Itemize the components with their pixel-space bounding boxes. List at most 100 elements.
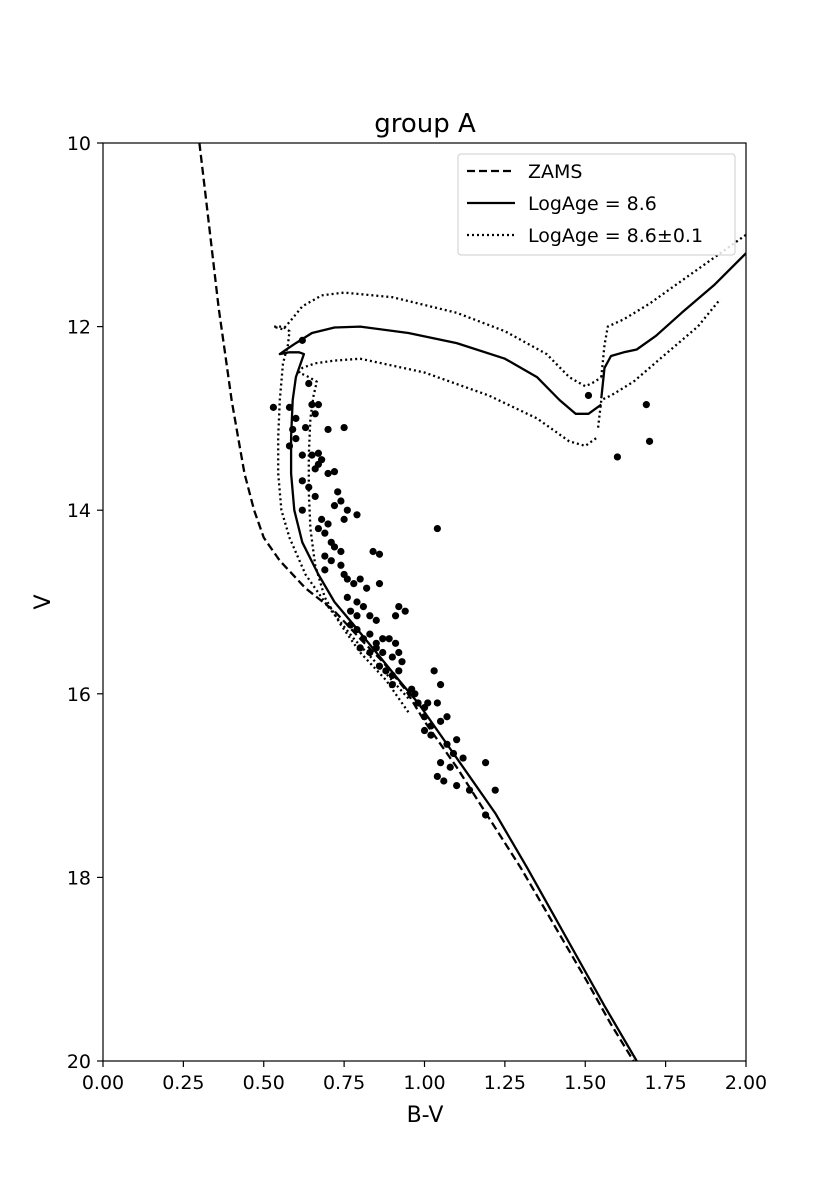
star-point [388,681,396,689]
star-point [318,515,326,523]
star-point [427,731,435,739]
y-tick-label: 18 [67,867,91,889]
star-point [353,612,361,620]
y-tick-label: 20 [67,1051,91,1073]
star-point [388,671,396,680]
star-point [366,630,374,638]
star-point [465,786,474,794]
star-point [298,451,306,459]
star-point [449,749,458,758]
star-point [343,593,351,602]
star-point [414,699,422,707]
star-point [369,547,377,556]
star-point [584,391,593,400]
x-tick-label: 0.25 [162,1072,204,1094]
x-tick-label: 2.00 [725,1072,767,1094]
x-tick-label: 1.75 [644,1072,686,1094]
star-point [375,550,384,558]
star-point [346,621,355,629]
series-logage-8-6-0-1-older-main-sequence [297,357,599,713]
star-point [314,449,323,457]
star-point [311,410,319,418]
star-point [305,379,313,388]
x-axis: 0.00 0.25 0.50 0.75 1.00 1.25 1.50 1.75 2.00 [82,1061,767,1094]
star-point [340,423,348,432]
star-point [340,515,348,523]
marker-layer [269,336,654,819]
star-point [353,511,361,519]
star-point [346,607,355,615]
star-point [321,566,329,574]
star-point [436,759,445,767]
star-point [321,529,329,537]
star-point [337,561,345,569]
star-point [379,635,387,643]
star-point [356,575,364,583]
star-point [324,520,332,528]
star-point [324,425,332,434]
y-axis: 10 12 14 16 18 20 [67,133,103,1073]
star-point [459,754,467,762]
star-point [366,612,374,620]
star-point [356,644,364,652]
star-point [411,690,419,698]
star-point [372,616,380,624]
x-tick-label: 1.00 [403,1072,445,1094]
star-point [436,717,445,725]
star-point [269,403,277,411]
star-point [298,336,306,344]
star-point [324,469,332,478]
star-point [366,648,374,657]
y-tick-label: 16 [67,684,91,706]
x-axis-label: B-V [407,1103,444,1128]
star-point [285,403,294,411]
star-point [289,425,297,434]
series-logage-8-6-0-1-younger-giant-branch [600,233,746,378]
star-point [645,437,654,445]
star-point [285,442,294,450]
y-tick-label: 12 [67,317,91,339]
star-point [427,722,435,730]
series-logage-8-6-giant-branch [600,252,746,399]
series-layer [198,143,746,1061]
chart-title: group A [374,109,476,139]
star-point [446,763,454,771]
y-tick-label: 10 [67,133,91,155]
star-point [433,524,441,533]
star-point [642,401,650,409]
x-tick-label: 0.50 [243,1072,285,1094]
legend: ZAMS LogAge = 8.6 LogAge = 8.6±0.1 [457,153,736,256]
star-point [321,552,329,560]
star-point [330,502,339,510]
star-point [350,580,358,588]
star-point [436,681,445,689]
star-point [453,736,461,744]
star-point [420,726,429,735]
star-point [395,648,403,657]
star-point [398,658,406,666]
star-point [443,713,451,721]
star-point [379,648,387,657]
star-point [305,483,313,491]
star-point [318,456,326,464]
star-point [382,667,390,675]
star-point [391,612,400,620]
star-point [334,488,342,496]
star-point [440,777,448,785]
legend-box [457,153,736,256]
star-point [330,543,339,551]
star-point [353,625,361,634]
star-point [292,434,300,443]
y-axis-label: V [31,594,56,609]
star-point [314,524,323,533]
star-point [375,662,384,670]
star-point [327,557,335,565]
star-point [453,782,461,790]
star-point [420,713,429,721]
star-point [298,506,306,514]
star-point [337,497,345,505]
star-point [433,772,441,781]
star-point [301,423,310,432]
star-point [481,759,490,767]
